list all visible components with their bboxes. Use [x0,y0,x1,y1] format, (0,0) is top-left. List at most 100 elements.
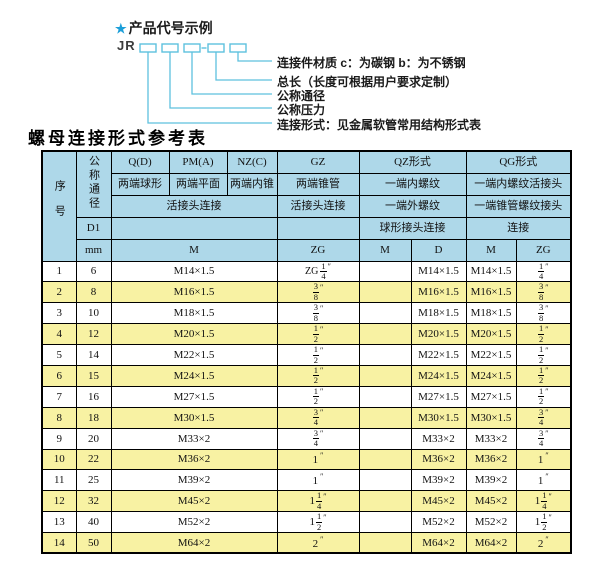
cell-serial: 4 [41,323,77,346]
cell-qg-zg: 1 2 ″ [515,344,572,366]
cell-m-thread: M45×2 [110,490,278,513]
cell-zg-thread: ZG 1 4 ″ [276,260,360,283]
header-row-3: 活接头连接 活接头连接 一端外螺纹 一端锥管螺纹接头 [42,194,572,218]
cell-zg-thread: 1 2 ″ [276,385,360,408]
cell-m-thread: M18×1.5 [110,302,278,325]
table-row: 1 6 M14×1.5 ZG 1 4 ″ M14×1.5 M14×1.5 1 4 ″ [41,260,572,283]
cell-zg-thread: 3 4 ″ [276,427,360,450]
cell-qg-zg: 3 8 ″ [515,302,572,325]
table-row: 5 14 M22×1.5 1 2 ″ M22×1.5 M22×1.5 1 2 ″ [41,344,572,366]
cell-qz-m [358,427,412,450]
diagram-label-diameter: 公称通径 [277,89,326,103]
cell-qg-m: M39×2 [465,469,517,492]
cell-qz-m [358,385,412,408]
cell-qg-m: M33×2 [465,427,517,450]
cell-zg-thread: 3 8 ″ [276,302,360,325]
cell-serial: 13 [41,511,77,534]
header-desc-qz-2: 一端外螺纹 [358,194,467,218]
header-empty-1 [110,216,278,240]
cell-serial: 9 [41,427,77,450]
cell-qg-zg: 1 1 2 ″ [515,511,572,534]
cell-zg-thread: 3 4 ″ [276,406,360,429]
table-row: 13 40 M52×2 1 1 2 ″ M52×2 M52×2 1 1 2 ″ [41,511,572,534]
header-code-qz: QZ形式 [358,150,467,174]
table-row: 3 10 M18×1.5 3 8 ″ M18×1.5 M18×1.5 3 8 ″ [41,302,572,325]
cell-dn: 22 [75,448,112,471]
cell-dn: 40 [75,511,112,534]
cell-dn: 32 [75,490,112,513]
cell-dn: 15 [75,364,112,387]
cell-dn: 18 [75,406,112,429]
nut-connection-reference-table: 序号 公称通径 Q(D) PM(A) NZ(C) GZ QZ形式 QG形式 两端… [41,150,573,555]
cell-qz-m [358,490,412,513]
header-d1: D1 [75,216,112,240]
cell-qz-m [358,469,412,492]
table-row: 10 22 M36×2 1 ″ M36×2 M36×2 1 ″ [41,448,572,471]
code-lines-svg [139,43,272,124]
cell-qz-d: M64×2 [410,532,467,554]
cell-dn: 6 [75,260,112,283]
cell-qg-m: M30×1.5 [465,406,517,429]
header-mm: mm [75,238,112,262]
diagram-label-conn-form: 连接形式：见金属软管常用结构形式表 [277,118,482,132]
cell-dn: 14 [75,344,112,366]
header-desc-qz-1: 一端内螺纹 [358,172,467,196]
header-row-1: 序号 公称通径 Q(D) PM(A) NZ(C) GZ QZ形式 QG形式 [41,150,572,262]
cell-zg-thread: 1 2 ″ [276,323,360,346]
cell-qz-d: M30×1.5 [410,406,467,429]
cell-qg-zg: 2 ″ [515,532,572,554]
cell-qg-m: M22×1.5 [465,344,517,366]
cell-zg-thread: 1 ″ [276,469,360,492]
code-box [229,43,247,53]
table-row: 12 32 M45×2 1 1 4 ″ M45×2 M45×2 1 1 4 ″ [41,490,572,513]
table-row: 8 18 M30×1.5 3 4 ″ M30×1.5 M30×1.5 3 4 ″ [41,406,572,429]
header-desc-nzc: 两端内锥 [226,172,278,196]
cell-qz-d: M16×1.5 [410,281,467,304]
header-row-5: mm M ZG M D M ZG [42,238,572,262]
header-code-qg: QG形式 [465,150,572,174]
cell-qz-m [358,302,412,325]
table-row: 9 20 M33×2 3 4 ″ M33×2 M33×2 3 4 ″ [41,427,572,450]
leader-line [237,52,272,62]
cell-qg-zg: 1 2 ″ [515,364,572,387]
cell-dn: 12 [75,323,112,346]
cell-m-thread: M20×1.5 [110,323,278,346]
cell-m-thread: M27×1.5 [110,385,278,408]
cell-qz-m [358,364,412,387]
code-box [161,43,179,53]
cell-qg-zg: 1 ″ [515,448,572,471]
diagram-label-material: 连接件材质 c：为碳钢 b：为不锈钢 [277,56,466,70]
table-row: 11 25 M39×2 1 ″ M39×2 M39×2 1 ″ [41,469,572,492]
cell-qg-zg: 3 4 ″ [515,406,572,429]
star-icon: ★ [115,21,127,36]
header-desc-qd: 两端球形 [110,172,170,196]
cell-qz-m [358,260,412,283]
header-union-connection: 活接头连接 [110,194,278,218]
cell-dn: 10 [75,302,112,325]
cell-serial: 14 [41,532,77,554]
header-code-gz: GZ [276,150,360,174]
cell-zg-thread: 1 ″ [276,448,360,471]
cell-serial: 1 [41,260,77,283]
cell-m-thread: M39×2 [110,469,278,492]
cell-serial: 12 [41,490,77,513]
cell-qg-m: M52×2 [465,511,517,534]
cell-qz-m [358,448,412,471]
cell-dn: 8 [75,281,112,304]
header-qg-m: M [465,238,517,262]
cell-m-thread: M14×1.5 [110,260,278,283]
cell-qg-zg: 1 2 ″ [515,323,572,346]
cell-zg-thread: 1 1 4 ″ [276,490,360,513]
cell-qz-d: M36×2 [410,448,467,471]
header-code-pma: PM(A) [168,150,228,174]
header-qz-m: M [358,238,412,262]
table-body: 1 6 M14×1.5 ZG 1 4 ″ M14×1.5 M14×1.5 1 4 ″ 2 8 M16×1.5… [41,260,572,554]
cell-qz-m [358,344,412,366]
cell-zg-thread: 3 8 ″ [276,281,360,304]
cell-dn: 20 [75,427,112,450]
table-row: 4 12 M20×1.5 1 2 ″ M20×1.5 M20×1.5 1 2 ″ [41,323,572,346]
code-box [183,43,201,53]
leader-line [169,52,272,109]
cell-qz-d: M39×2 [410,469,467,492]
diagram-title-text: 产品代号示例 [128,20,213,36]
